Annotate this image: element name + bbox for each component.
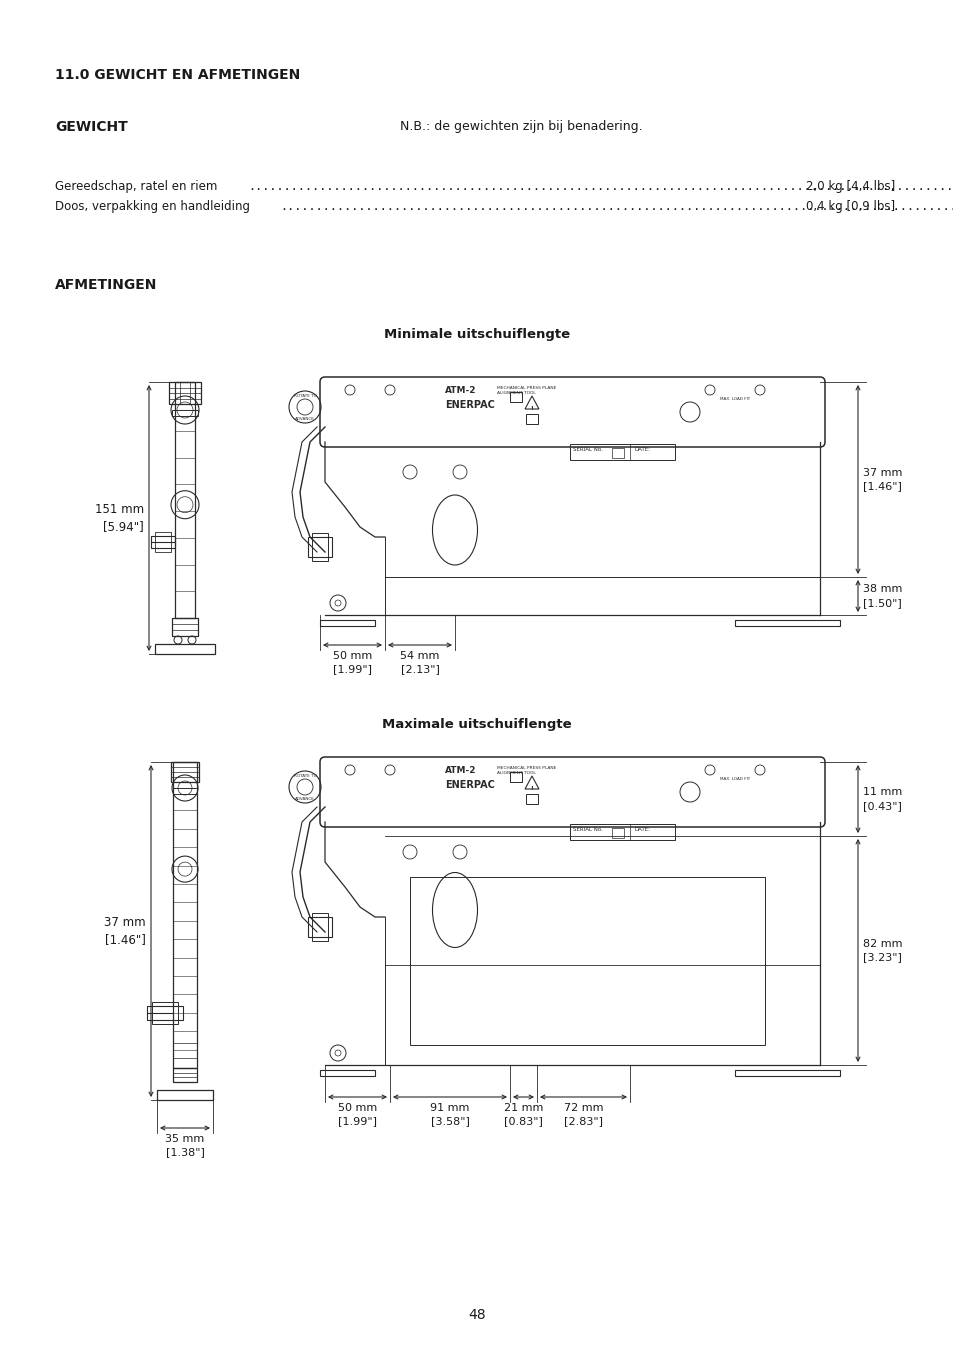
- Text: MAX. LOAD FIT: MAX. LOAD FIT: [720, 397, 749, 401]
- Text: ................................................................................: ........................................…: [280, 200, 953, 213]
- Bar: [154, 532, 171, 552]
- Text: MAX. LOAD FIT: MAX. LOAD FIT: [720, 778, 749, 782]
- Text: 82 mm
[3.23"]: 82 mm [3.23"]: [862, 938, 902, 963]
- Bar: [308, 917, 332, 937]
- Bar: [612, 828, 623, 838]
- Text: 21 mm
[0.83"]: 21 mm [0.83"]: [503, 1103, 542, 1126]
- Bar: [525, 414, 537, 424]
- Bar: [312, 913, 328, 941]
- Bar: [169, 382, 201, 404]
- Text: !: !: [530, 406, 533, 410]
- Text: 2,0 kg [4,4 lbs]: 2,0 kg [4,4 lbs]: [805, 180, 894, 193]
- Text: 91 mm
[3.58"]: 91 mm [3.58"]: [430, 1103, 469, 1126]
- Bar: [569, 824, 675, 840]
- Text: ENERPAC: ENERPAC: [444, 780, 495, 790]
- Text: Minimale uitschuiflengte: Minimale uitschuiflengte: [383, 328, 570, 342]
- Text: ENERPAC: ENERPAC: [444, 400, 495, 410]
- Text: ATM-2: ATM-2: [444, 386, 476, 396]
- Text: 11.0 GEWICHT EN AFMETINGEN: 11.0 GEWICHT EN AFMETINGEN: [55, 68, 300, 82]
- Bar: [151, 536, 174, 548]
- Text: 54 mm
[2.13"]: 54 mm [2.13"]: [400, 651, 439, 674]
- Bar: [147, 1006, 183, 1019]
- Text: ROTATE TO: ROTATE TO: [294, 774, 316, 778]
- Bar: [410, 878, 764, 1045]
- Text: SERIAL No.: SERIAL No.: [573, 447, 602, 452]
- Bar: [172, 1068, 196, 1081]
- Text: ATM-2: ATM-2: [444, 765, 476, 775]
- Bar: [172, 618, 198, 636]
- Text: 48: 48: [468, 1308, 485, 1322]
- Text: 35 mm
[1.38"]: 35 mm [1.38"]: [165, 1134, 204, 1157]
- Bar: [308, 537, 332, 558]
- Bar: [171, 761, 199, 782]
- Text: ................................................................................: ........................................…: [248, 180, 953, 193]
- Bar: [510, 392, 521, 402]
- Text: 38 mm
[1.50"]: 38 mm [1.50"]: [862, 585, 902, 608]
- Text: MECHANICAL PRESS PLANE
ALIGNMENT TOOL: MECHANICAL PRESS PLANE ALIGNMENT TOOL: [497, 765, 556, 775]
- Text: Gereedschap, ratel en riem: Gereedschap, ratel en riem: [55, 180, 217, 193]
- Bar: [152, 1002, 178, 1023]
- Text: 0,4 kg [0,9 lbs]: 0,4 kg [0,9 lbs]: [805, 200, 894, 213]
- Text: GEWICHT: GEWICHT: [55, 120, 128, 134]
- Bar: [172, 410, 198, 416]
- Text: N.B.: de gewichten zijn bij benadering.: N.B.: de gewichten zijn bij benadering.: [399, 120, 642, 134]
- Text: 50 mm
[1.99"]: 50 mm [1.99"]: [337, 1103, 376, 1126]
- Text: MECHANICAL PRESS PLANE
ALIGNMENT TOOL: MECHANICAL PRESS PLANE ALIGNMENT TOOL: [497, 386, 556, 396]
- Text: ADVANCE: ADVANCE: [294, 796, 314, 801]
- Text: ADVANCE: ADVANCE: [294, 417, 314, 421]
- Text: SERIAL No.: SERIAL No.: [573, 828, 602, 832]
- Text: DATE:: DATE:: [635, 447, 650, 452]
- Bar: [172, 761, 196, 1068]
- Bar: [319, 620, 375, 626]
- Text: ROTATE TO: ROTATE TO: [294, 394, 316, 398]
- Bar: [154, 644, 214, 653]
- Bar: [157, 1089, 213, 1100]
- Text: 151 mm
[5.94"]: 151 mm [5.94"]: [94, 504, 144, 533]
- Bar: [510, 772, 521, 782]
- Text: !: !: [530, 786, 533, 791]
- Text: 50 mm
[1.99"]: 50 mm [1.99"]: [333, 651, 372, 674]
- Text: Maximale uitschuiflengte: Maximale uitschuiflengte: [382, 718, 571, 730]
- Bar: [734, 1071, 840, 1076]
- Text: DATE:: DATE:: [635, 828, 650, 832]
- Bar: [612, 448, 623, 458]
- Text: 11 mm
[0.43"]: 11 mm [0.43"]: [862, 787, 902, 810]
- Text: Doos, verpakking en handleiding: Doos, verpakking en handleiding: [55, 200, 250, 213]
- Bar: [312, 533, 328, 562]
- Bar: [734, 620, 840, 626]
- Text: 37 mm
[1.46"]: 37 mm [1.46"]: [862, 468, 902, 491]
- Text: AFMETINGEN: AFMETINGEN: [55, 278, 157, 292]
- Bar: [172, 788, 196, 794]
- Bar: [174, 382, 194, 618]
- Text: 72 mm
[2.83"]: 72 mm [2.83"]: [563, 1103, 602, 1126]
- Text: 37 mm
[1.46"]: 37 mm [1.46"]: [104, 917, 146, 946]
- Bar: [319, 1071, 375, 1076]
- Bar: [525, 794, 537, 805]
- Bar: [569, 444, 675, 460]
